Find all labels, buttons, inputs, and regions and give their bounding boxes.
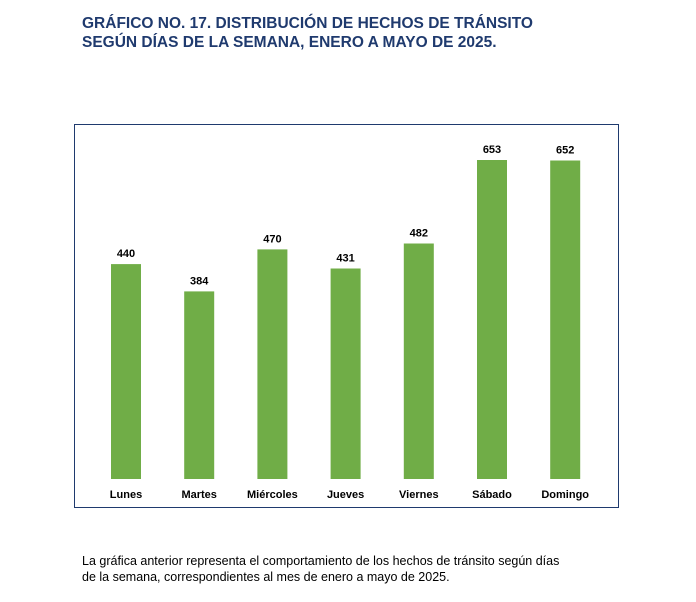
category-label: Viernes (399, 489, 439, 501)
category-label: Martes (181, 489, 216, 501)
chart-caption: La gráfica anterior representa el compor… (82, 553, 642, 585)
bar-5 (477, 160, 507, 479)
bar-1 (184, 291, 215, 479)
bar-chart: 440 Lunes 384 Martes 470 Miércoles 431 Jueves 48… (110, 144, 590, 501)
category-label: Miércoles (247, 489, 298, 501)
bar-value-label: 652 (556, 145, 574, 157)
bar-value-label: 431 (336, 253, 354, 265)
bar-value-label: 384 (190, 275, 209, 287)
chart-title-line-2: SEGÚN DÍAS DE LA SEMANA, ENERO A MAYO DE… (82, 34, 497, 51)
category-label: Jueves (327, 489, 364, 501)
category-label: Sábado (472, 489, 512, 501)
chart-caption-line-1: La gráfica anterior representa el compor… (82, 554, 560, 568)
bar-2 (257, 249, 288, 479)
chart-title: GRÁFICO NO. 17. DISTRIBUCIÓN DE HECHOS D… (82, 14, 642, 52)
bar-value-label: 482 (410, 228, 428, 240)
bar-4 (403, 243, 434, 479)
bar-6 (550, 160, 581, 479)
bar-3 (330, 268, 361, 479)
bar-0 (111, 264, 141, 479)
bar-value-label: 440 (117, 248, 135, 260)
chart-caption-line-2: de la semana, correspondientes al mes de… (82, 570, 450, 584)
category-label: Domingo (541, 489, 589, 501)
bar-value-label: 470 (263, 233, 281, 245)
bar-value-label: 653 (483, 144, 501, 156)
category-label: Lunes (110, 489, 142, 501)
chart-title-line-1: GRÁFICO NO. 17. DISTRIBUCIÓN DE HECHOS D… (82, 15, 533, 32)
chart-frame: 440 Lunes 384 Martes 470 Miércoles 431 Jueves 48… (74, 124, 619, 508)
